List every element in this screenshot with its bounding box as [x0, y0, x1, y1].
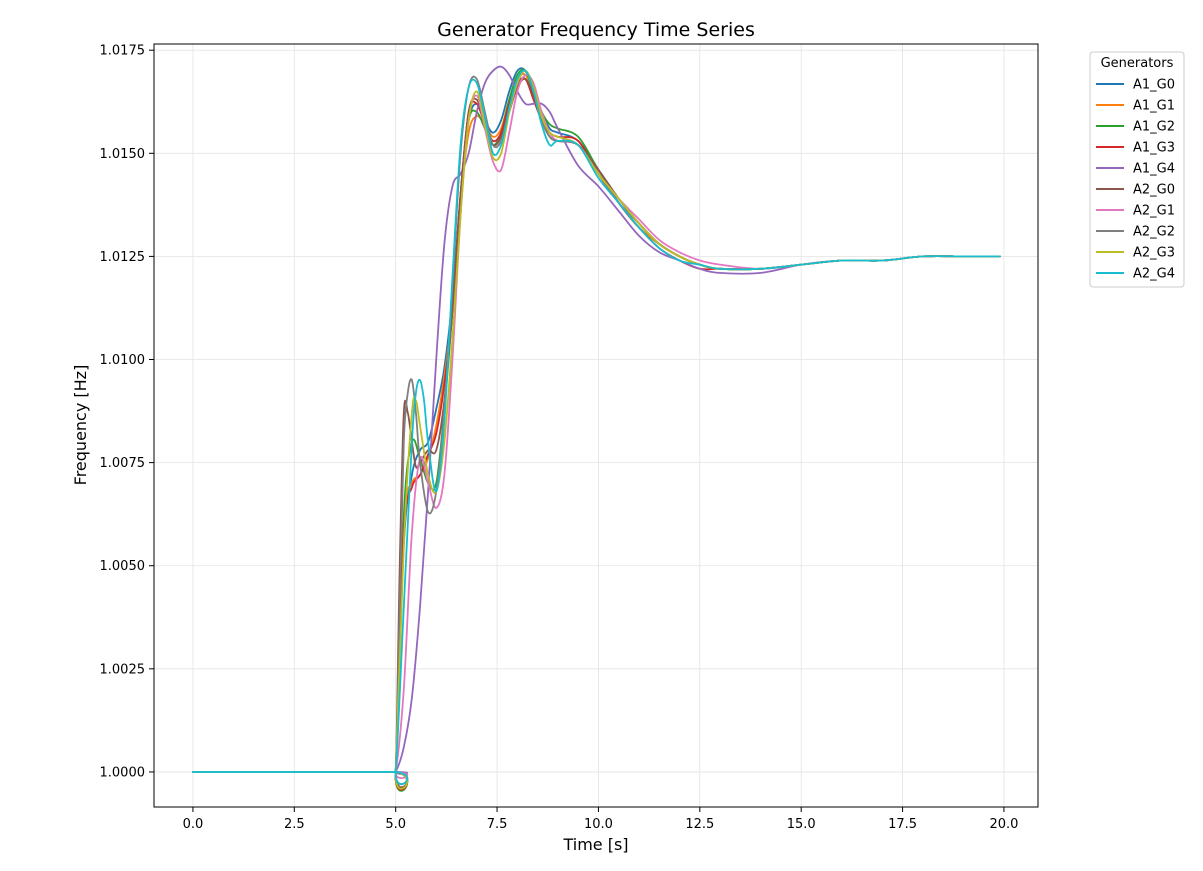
legend-label: A1_G1 [1133, 99, 1175, 114]
legend-label: A2_G1 [1133, 204, 1175, 219]
y-tick-label: 1.0175 [100, 44, 146, 59]
x-tick-label: 5.0 [385, 817, 406, 832]
y-tick-label: 1.0000 [100, 765, 146, 780]
series-line-a2-g4 [192, 69, 1001, 785]
x-tick-label: 17.5 [888, 817, 917, 832]
y-tick-label: 1.0150 [100, 147, 146, 162]
y-tick-label: 1.0075 [100, 456, 146, 471]
y-axis-ticks: 1.0000 1.0025 1.0050 1.0075 1.0100 1.0125 1.01… [100, 44, 154, 780]
x-tick-label: 15.0 [787, 817, 816, 832]
legend-label: A1_G0 [1133, 78, 1175, 93]
y-tick-label: 1.0025 [100, 662, 146, 677]
x-axis-title: Time [s] [562, 835, 628, 854]
legend-label: A1_G2 [1133, 120, 1175, 135]
legend: Generators A1_G0 A1_G1 A1_G2 A1_G3 A1_G4 A2_G… [1089, 51, 1185, 288]
x-tick-label: 20.0 [989, 817, 1018, 832]
x-tick-label: 7.5 [487, 817, 508, 832]
series-lines [192, 65, 1001, 792]
legend-label: A1_G3 [1133, 141, 1175, 156]
chart-title: Generator Frequency Time Series [437, 19, 755, 41]
x-tick-label: 0.0 [183, 817, 204, 832]
legend-label: A1_G4 [1133, 162, 1175, 177]
legend-box [1089, 51, 1185, 288]
y-axis-title: Frequency [Hz] [71, 365, 90, 486]
y-tick-label: 1.0050 [100, 559, 146, 574]
series-line-a1-g4 [192, 65, 1001, 775]
legend-label: A2_G4 [1133, 267, 1175, 282]
y-tick-label: 1.0125 [100, 250, 146, 265]
x-tick-label: 10.0 [584, 817, 613, 832]
legend-label: A2_G2 [1133, 225, 1175, 240]
grid-lines [154, 44, 1038, 807]
y-tick-label: 1.0100 [100, 353, 146, 368]
x-tick-label: 2.5 [284, 817, 305, 832]
legend-label: A2_G3 [1133, 246, 1175, 261]
x-axis-ticks: 0.0 2.5 5.0 7.5 10.0 12.5 15.0 17.5 20.0 [183, 807, 1018, 832]
plot-frame [153, 43, 1039, 808]
legend-items: A1_G0 A1_G1 A1_G2 A1_G3 A1_G4 A2_G0 A2_G1 A2_G2… [1096, 78, 1175, 282]
x-tick-label: 12.5 [685, 817, 714, 832]
legend-label: A2_G0 [1133, 183, 1175, 198]
legend-title: Generators [1101, 56, 1174, 71]
